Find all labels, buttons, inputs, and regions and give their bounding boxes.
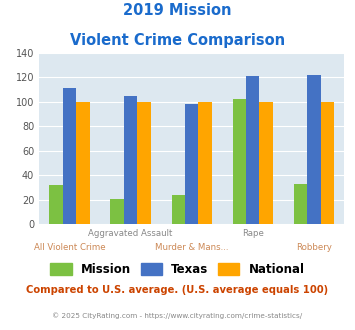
Bar — [198, 102, 212, 224]
Bar — [307, 75, 321, 224]
Text: Rape: Rape — [242, 229, 264, 238]
Bar — [124, 96, 137, 224]
Text: Aggravated Assault: Aggravated Assault — [88, 229, 173, 238]
Legend: Mission, Texas, National: Mission, Texas, National — [45, 258, 310, 281]
Bar — [294, 184, 307, 224]
Text: Robbery: Robbery — [296, 243, 332, 251]
Bar — [171, 195, 185, 224]
Bar — [137, 102, 151, 224]
Bar — [63, 88, 76, 224]
Bar — [246, 76, 260, 224]
Text: Violent Crime Comparison: Violent Crime Comparison — [70, 33, 285, 48]
Bar — [233, 99, 246, 224]
Text: Murder & Mans...: Murder & Mans... — [155, 243, 229, 251]
Text: All Violent Crime: All Violent Crime — [34, 243, 105, 251]
Text: 2019 Mission: 2019 Mission — [123, 3, 232, 18]
Bar — [321, 102, 334, 224]
Text: Compared to U.S. average. (U.S. average equals 100): Compared to U.S. average. (U.S. average … — [26, 285, 329, 295]
Bar — [76, 102, 90, 224]
Bar — [185, 104, 198, 224]
Bar — [49, 185, 63, 224]
Bar — [260, 102, 273, 224]
Text: © 2025 CityRating.com - https://www.cityrating.com/crime-statistics/: © 2025 CityRating.com - https://www.city… — [53, 312, 302, 318]
Bar — [110, 199, 124, 224]
